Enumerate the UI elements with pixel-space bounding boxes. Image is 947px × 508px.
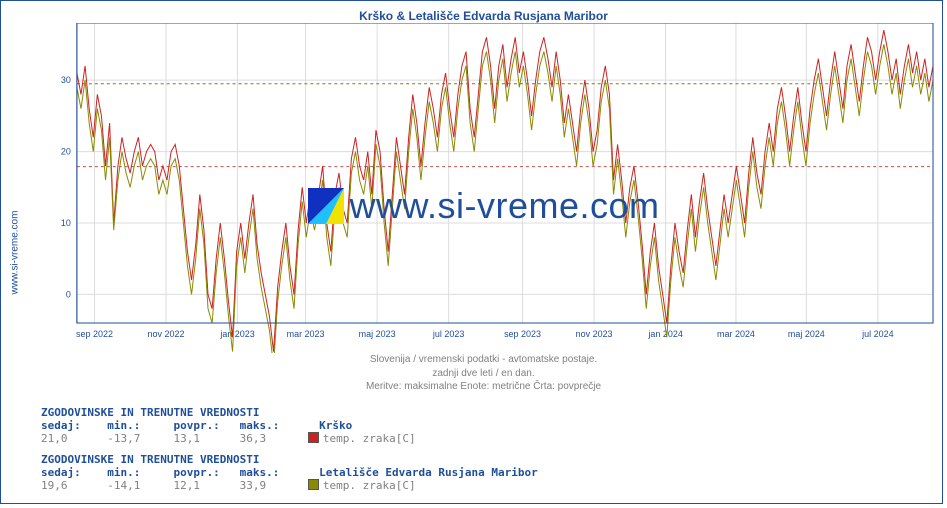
- stats-header: ZGODOVINSKE IN TRENUTNE VREDNOSTI: [41, 453, 538, 466]
- site-link[interactable]: www.si-vreme.com: [10, 210, 21, 294]
- stats-block: ZGODOVINSKE IN TRENUTNE VREDNOSTIsedaj: …: [41, 453, 538, 492]
- measure-label: temp. zraka[C]: [323, 432, 416, 445]
- series-name: Krško: [306, 419, 352, 432]
- svg-text:nov 2023: nov 2023: [576, 329, 613, 339]
- chart-frame: www.si-vreme.com Krško & Letališče Edvar…: [0, 0, 943, 504]
- chart-title: Krško & Letališče Edvarda Rusjana Maribo…: [29, 5, 938, 23]
- svg-text:20: 20: [61, 147, 71, 157]
- svg-text:sep 2023: sep 2023: [504, 329, 541, 339]
- svg-text:jan 2024: jan 2024: [647, 329, 682, 339]
- svg-text:jan 2023: jan 2023: [219, 329, 254, 339]
- series-swatch: [308, 479, 319, 490]
- stats-col-headers: sedaj: min.: povpr.: maks.:: [41, 419, 306, 432]
- stats-col-headers: sedaj: min.: povpr.: maks.:: [41, 466, 306, 479]
- svg-text:10: 10: [61, 218, 71, 228]
- svg-text:maj 2023: maj 2023: [359, 329, 396, 339]
- line-chart: 0 10 20 30 sep 2022 nov 2022 jan 2023 mar 2023 m…: [29, 23, 938, 353]
- stats-block: ZGODOVINSKE IN TRENUTNE VREDNOSTIsedaj: …: [41, 406, 538, 445]
- svg-text:mar 2024: mar 2024: [717, 329, 755, 339]
- stats-tables: ZGODOVINSKE IN TRENUTNE VREDNOSTIsedaj: …: [41, 406, 538, 500]
- svg-text:nov 2022: nov 2022: [148, 329, 185, 339]
- stats-header: ZGODOVINSKE IN TRENUTNE VREDNOSTI: [41, 406, 538, 419]
- svg-text:maj 2024: maj 2024: [788, 329, 825, 339]
- caption-line: Slovenija / vremenski podatki - avtomats…: [29, 353, 938, 367]
- svg-text:jul 2024: jul 2024: [861, 329, 893, 339]
- svg-text:30: 30: [61, 75, 71, 85]
- caption-line: zadnji dve leti / en dan.: [29, 367, 938, 381]
- svg-text:0: 0: [66, 289, 71, 299]
- series-swatch: [308, 432, 319, 443]
- measure-label: temp. zraka[C]: [323, 479, 416, 492]
- stats-values: 21,0 -13,7 13,1 36,3: [41, 432, 306, 445]
- site-sidebar: www.si-vreme.com: [1, 1, 29, 503]
- svg-text:sep 2022: sep 2022: [76, 329, 113, 339]
- svg-text:mar 2023: mar 2023: [287, 329, 325, 339]
- svg-text:jul 2023: jul 2023: [432, 329, 464, 339]
- chart-area: Krško & Letališče Edvarda Rusjana Maribo…: [29, 5, 938, 385]
- stats-values: 19,6 -14,1 12,1 33,9: [41, 479, 306, 492]
- chart-caption: Slovenija / vremenski podatki - avtomats…: [29, 353, 938, 394]
- caption-line: Meritve: maksimalne Enote: metrične Črta…: [29, 380, 938, 394]
- series-name: Letališče Edvarda Rusjana Maribor: [306, 466, 538, 479]
